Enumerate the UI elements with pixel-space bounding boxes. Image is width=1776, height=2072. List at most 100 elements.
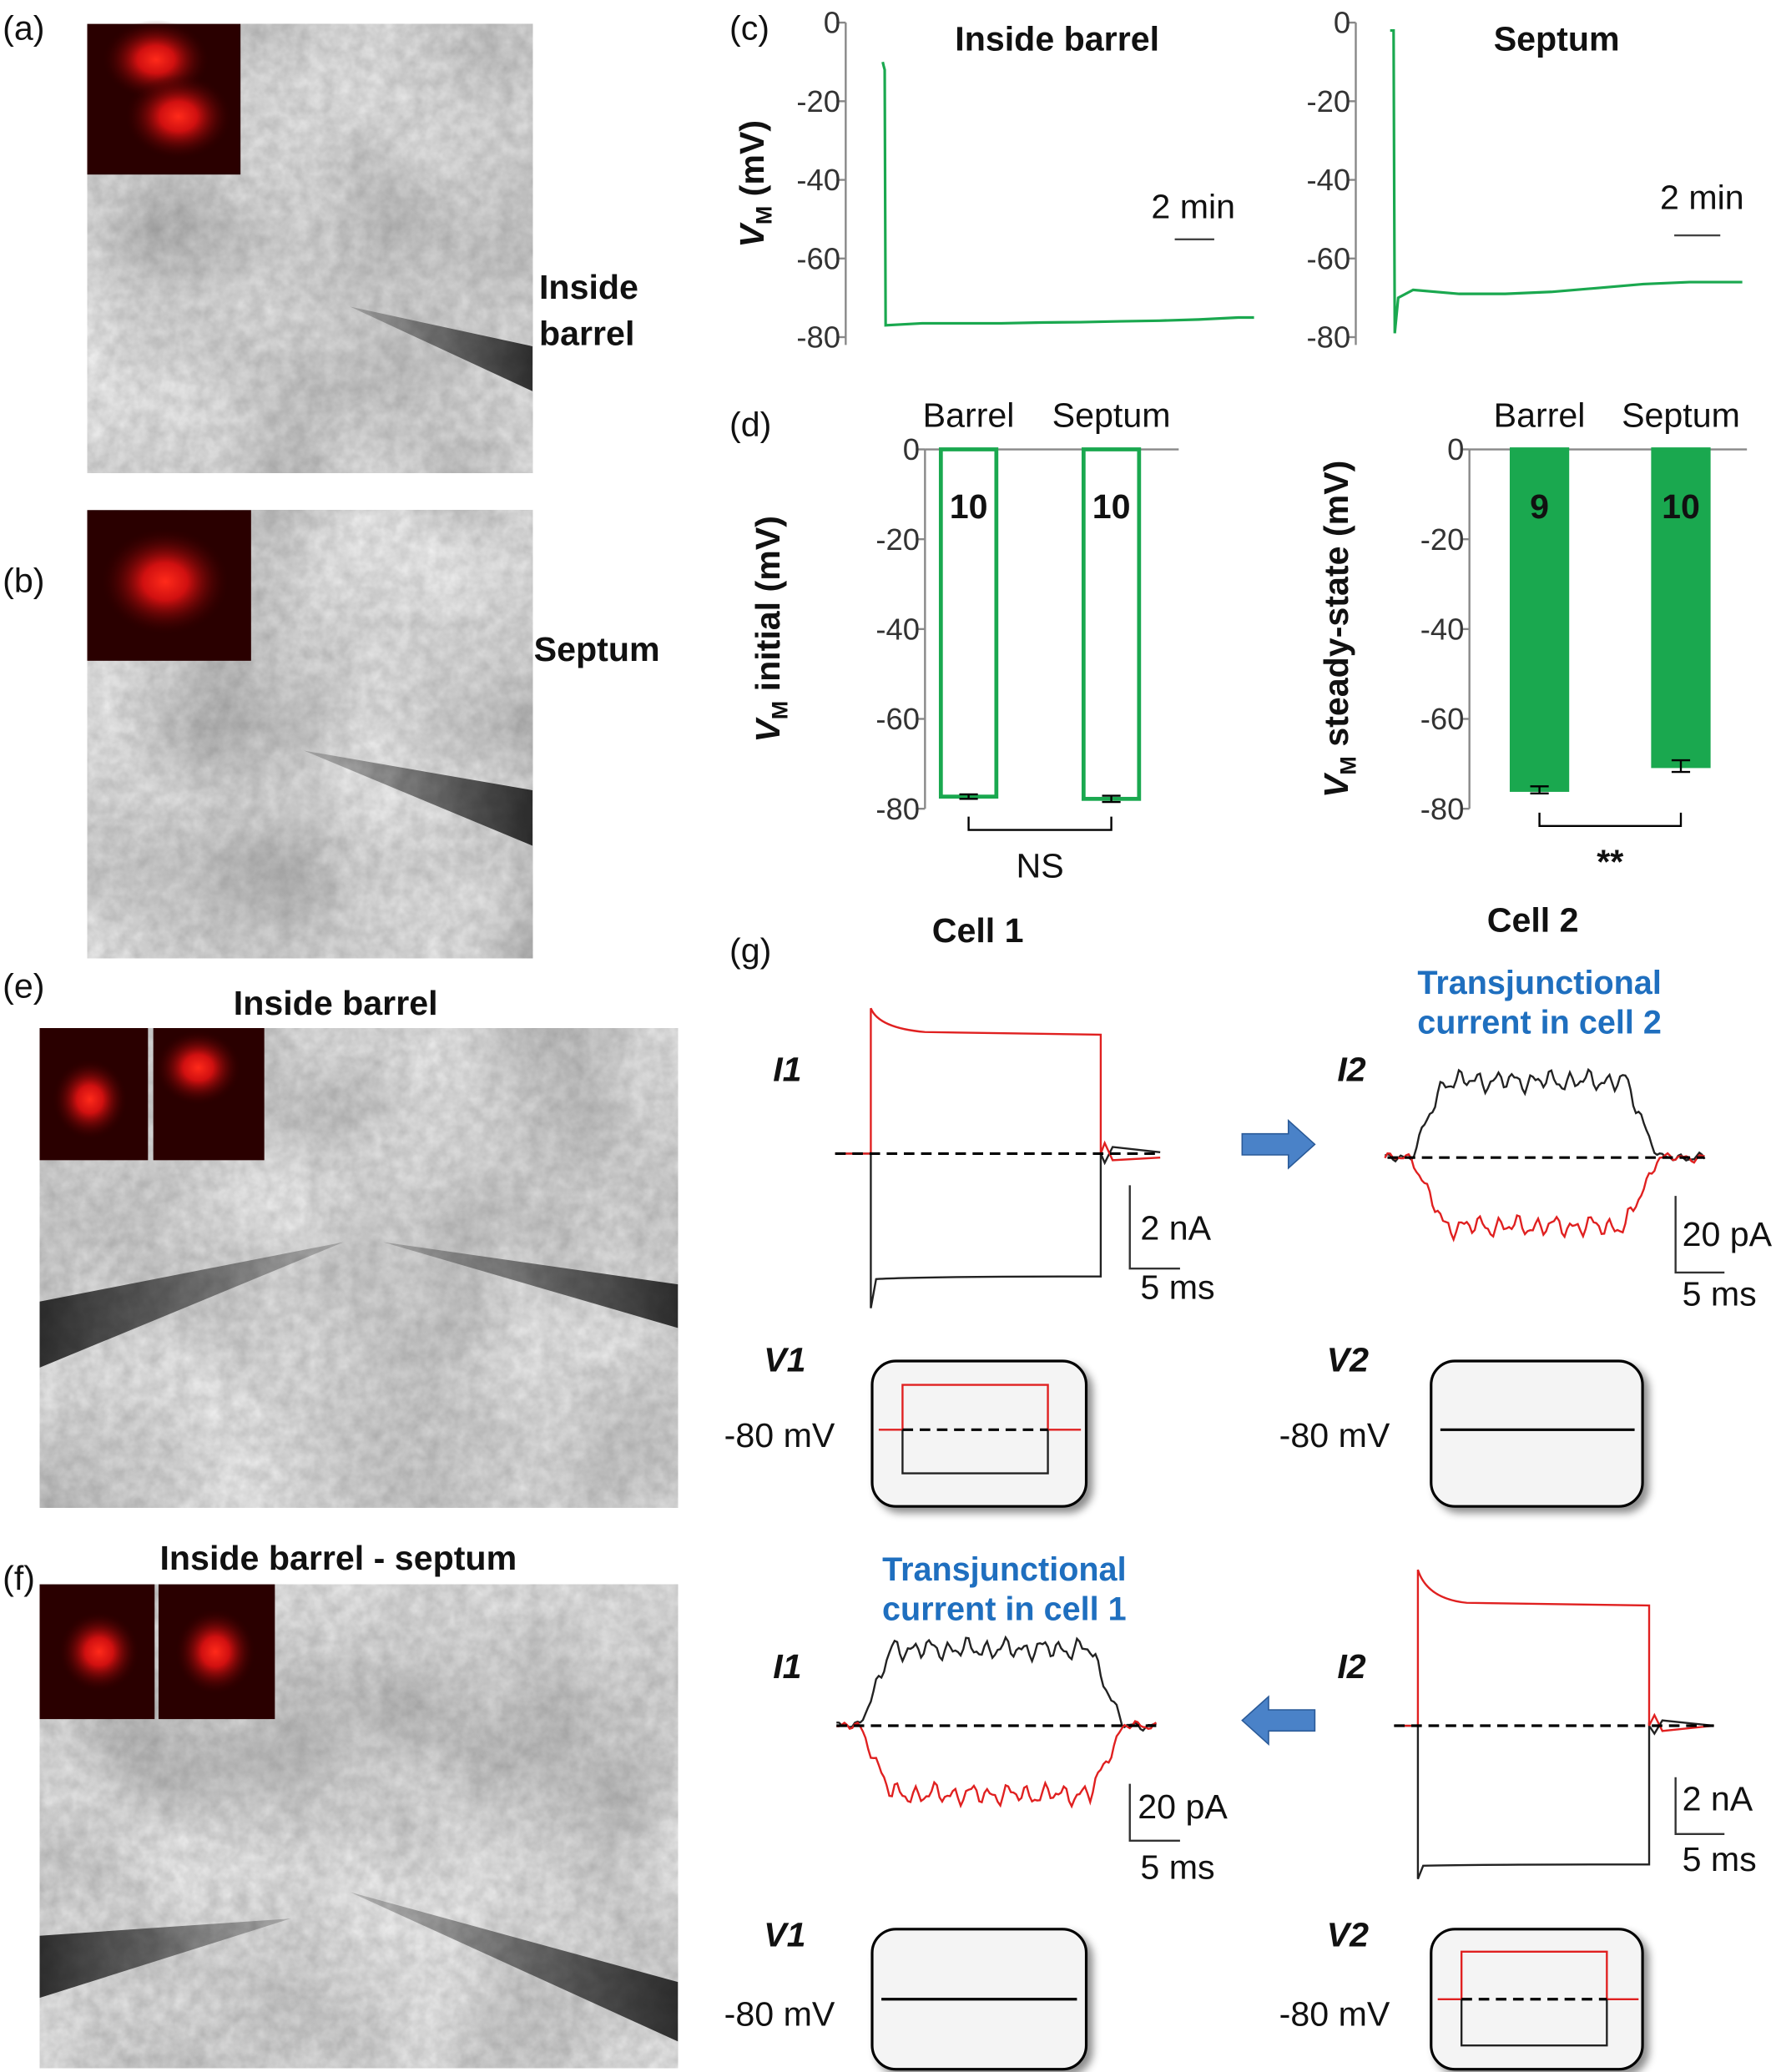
y-tick-label: -80	[796, 320, 840, 355]
arrow	[1241, 1119, 1316, 1170]
y-axis-label: VM initial (mV)	[749, 516, 793, 743]
y-axis-label-part: M	[768, 701, 793, 719]
y-axis-label-part: V	[1317, 772, 1355, 798]
trace-label: I1	[773, 1647, 801, 1686]
trace	[1384, 1067, 1706, 1163]
trace-label: I2	[1337, 1050, 1365, 1088]
error-bar	[1671, 759, 1691, 774]
y-tick-label: -40	[875, 613, 920, 647]
scale-bar	[1674, 1777, 1725, 1836]
panel-title: Inside barrel - septum	[159, 1539, 517, 1577]
bracket	[967, 816, 1113, 831]
panel-label: (a)	[3, 9, 44, 48]
y-tick-label: -60	[796, 241, 840, 275]
error-bar	[1102, 794, 1121, 804]
y-tick-label: -40	[1420, 613, 1465, 647]
category-label: Septum	[1622, 396, 1740, 435]
y-axis-label-part: (mV)	[733, 120, 771, 206]
caption: Septum	[534, 630, 660, 668]
panel-label: (d)	[729, 406, 771, 444]
line	[881, 61, 1254, 327]
scale-label: 2 nA	[1140, 1208, 1211, 1247]
category-label: Septum	[1052, 396, 1171, 435]
y-tick-label: -20	[1420, 522, 1465, 557]
holding-label: -80 mV	[1279, 1416, 1390, 1454]
trace-label: V2	[1327, 1341, 1369, 1379]
line	[1390, 28, 1743, 334]
micrograph	[87, 510, 533, 959]
trace	[835, 1146, 1161, 1308]
panel-label: (c)	[729, 9, 769, 48]
y-tick-label: -80	[1307, 320, 1351, 355]
y-axis-label: VM steady-state (mV)	[1317, 461, 1360, 798]
cell-title: Cell 1	[932, 911, 1024, 950]
holding-label: -80 mV	[724, 1994, 835, 2033]
panel-title: Inside barrel	[234, 984, 438, 1022]
chart-title: Inside barrel	[955, 19, 1159, 58]
trace	[1384, 1152, 1705, 1243]
y-tick-label: 0	[1334, 6, 1350, 40]
trace-label: V2	[1327, 1915, 1369, 1954]
trace	[1460, 1999, 1608, 2047]
y-tick-label: -40	[796, 163, 840, 197]
y-axis-label-part: V	[749, 717, 787, 743]
scale-label: 2 min	[1660, 178, 1744, 216]
y-axis-label-part: M	[1336, 756, 1361, 774]
y-axis-label-part: M	[752, 206, 777, 224]
panel-label: (e)	[3, 967, 44, 1006]
y-tick-label: -40	[1307, 163, 1351, 197]
trace	[836, 1635, 1157, 1732]
trace	[1437, 1950, 1639, 2000]
noisy-traces	[836, 1067, 1706, 1809]
y-axis-label-part: steady-state (mV)	[1317, 461, 1355, 757]
scale-bar	[1128, 1783, 1180, 1842]
y-tick-label: -80	[875, 792, 920, 826]
y-tick-label: -20	[1307, 84, 1351, 118]
trace	[1394, 1569, 1714, 1732]
holding-label: -80 mV	[724, 1416, 835, 1454]
panel-g: (g) Cell 1 Cell 2 Transjunctional curren…	[724, 900, 1773, 2071]
cell-title: Cell 2	[1487, 900, 1579, 939]
scale-bar	[1674, 1196, 1725, 1274]
n-label: 10	[1092, 487, 1131, 526]
panel-label: (b)	[3, 562, 44, 600]
trace-label: I2	[1337, 1647, 1365, 1686]
y-tick-label: 0	[903, 432, 920, 466]
trace	[878, 1384, 1082, 1431]
scale-label: 5 ms	[1140, 1848, 1214, 1887]
trace	[836, 1720, 1158, 1809]
scale-label: 2 nA	[1683, 1779, 1753, 1817]
y-tick-label: 0	[1447, 432, 1464, 466]
bar	[1651, 447, 1711, 769]
scale-bar	[1128, 1185, 1180, 1270]
y-tick-label: -20	[875, 522, 920, 557]
scale-label: 20 pA	[1138, 1787, 1228, 1826]
bar	[938, 447, 999, 799]
n-label: 10	[1662, 487, 1700, 526]
y-tick-label: -60	[875, 702, 920, 736]
caption: Inside	[539, 268, 638, 306]
n-label: 10	[950, 487, 988, 526]
holding-label: -80 mV	[1279, 1994, 1390, 2033]
trace	[1394, 1719, 1714, 1880]
micrograph	[39, 1028, 679, 1508]
y-tick-label: -60	[1307, 241, 1351, 275]
annotation: Transjunctional	[882, 1551, 1126, 1588]
caption: barrel	[539, 314, 634, 352]
micrograph	[87, 19, 533, 473]
trace	[835, 1007, 1161, 1162]
voltage-box	[1430, 1359, 1644, 1508]
y-tick-label: -80	[1420, 792, 1465, 826]
error-bar	[1530, 785, 1549, 795]
y-tick-label: -60	[1420, 702, 1465, 736]
y-axis-label-part: V	[733, 222, 771, 248]
annotation: current in cell 2	[1417, 1004, 1662, 1041]
significance: **	[1597, 843, 1623, 881]
arrow	[1241, 1695, 1316, 1746]
panel-label: (g)	[729, 931, 771, 970]
y-axis-label-part: initial (mV)	[749, 516, 787, 701]
annotation: current in cell 1	[882, 1591, 1127, 1627]
micrograph	[39, 1584, 679, 2069]
